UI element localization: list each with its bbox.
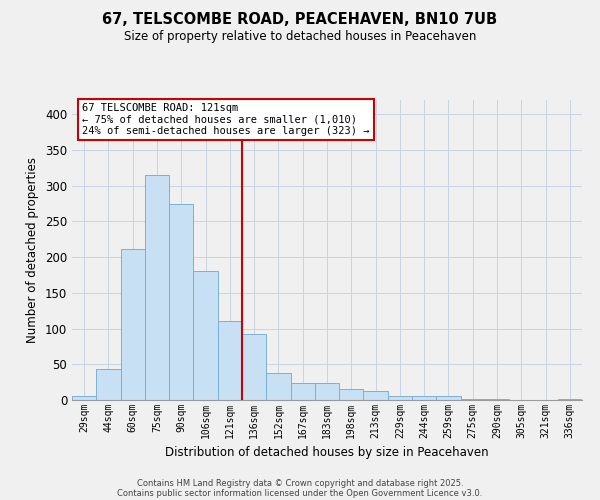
Bar xyxy=(193,272,218,400)
Bar xyxy=(145,175,169,400)
Bar xyxy=(218,322,242,400)
Text: Size of property relative to detached houses in Peacehaven: Size of property relative to detached ho… xyxy=(124,30,476,43)
X-axis label: Distribution of detached houses by size in Peacehaven: Distribution of detached houses by size … xyxy=(165,446,489,460)
Bar xyxy=(169,204,193,400)
Bar xyxy=(242,334,266,400)
Bar xyxy=(364,390,388,400)
Bar xyxy=(388,396,412,400)
Y-axis label: Number of detached properties: Number of detached properties xyxy=(26,157,40,343)
Bar xyxy=(96,368,121,400)
Bar xyxy=(412,396,436,400)
Bar xyxy=(461,398,485,400)
Bar xyxy=(72,396,96,400)
Bar xyxy=(266,373,290,400)
Bar xyxy=(315,383,339,400)
Text: Contains public sector information licensed under the Open Government Licence v3: Contains public sector information licen… xyxy=(118,488,482,498)
Text: Contains HM Land Registry data © Crown copyright and database right 2025.: Contains HM Land Registry data © Crown c… xyxy=(137,478,463,488)
Bar xyxy=(290,383,315,400)
Text: 67, TELSCOMBE ROAD, PEACEHAVEN, BN10 7UB: 67, TELSCOMBE ROAD, PEACEHAVEN, BN10 7UB xyxy=(103,12,497,28)
Bar xyxy=(558,398,582,400)
Bar xyxy=(339,388,364,400)
Bar xyxy=(121,248,145,400)
Text: 67 TELSCOMBE ROAD: 121sqm
← 75% of detached houses are smaller (1,010)
24% of se: 67 TELSCOMBE ROAD: 121sqm ← 75% of detac… xyxy=(82,103,370,136)
Bar xyxy=(436,396,461,400)
